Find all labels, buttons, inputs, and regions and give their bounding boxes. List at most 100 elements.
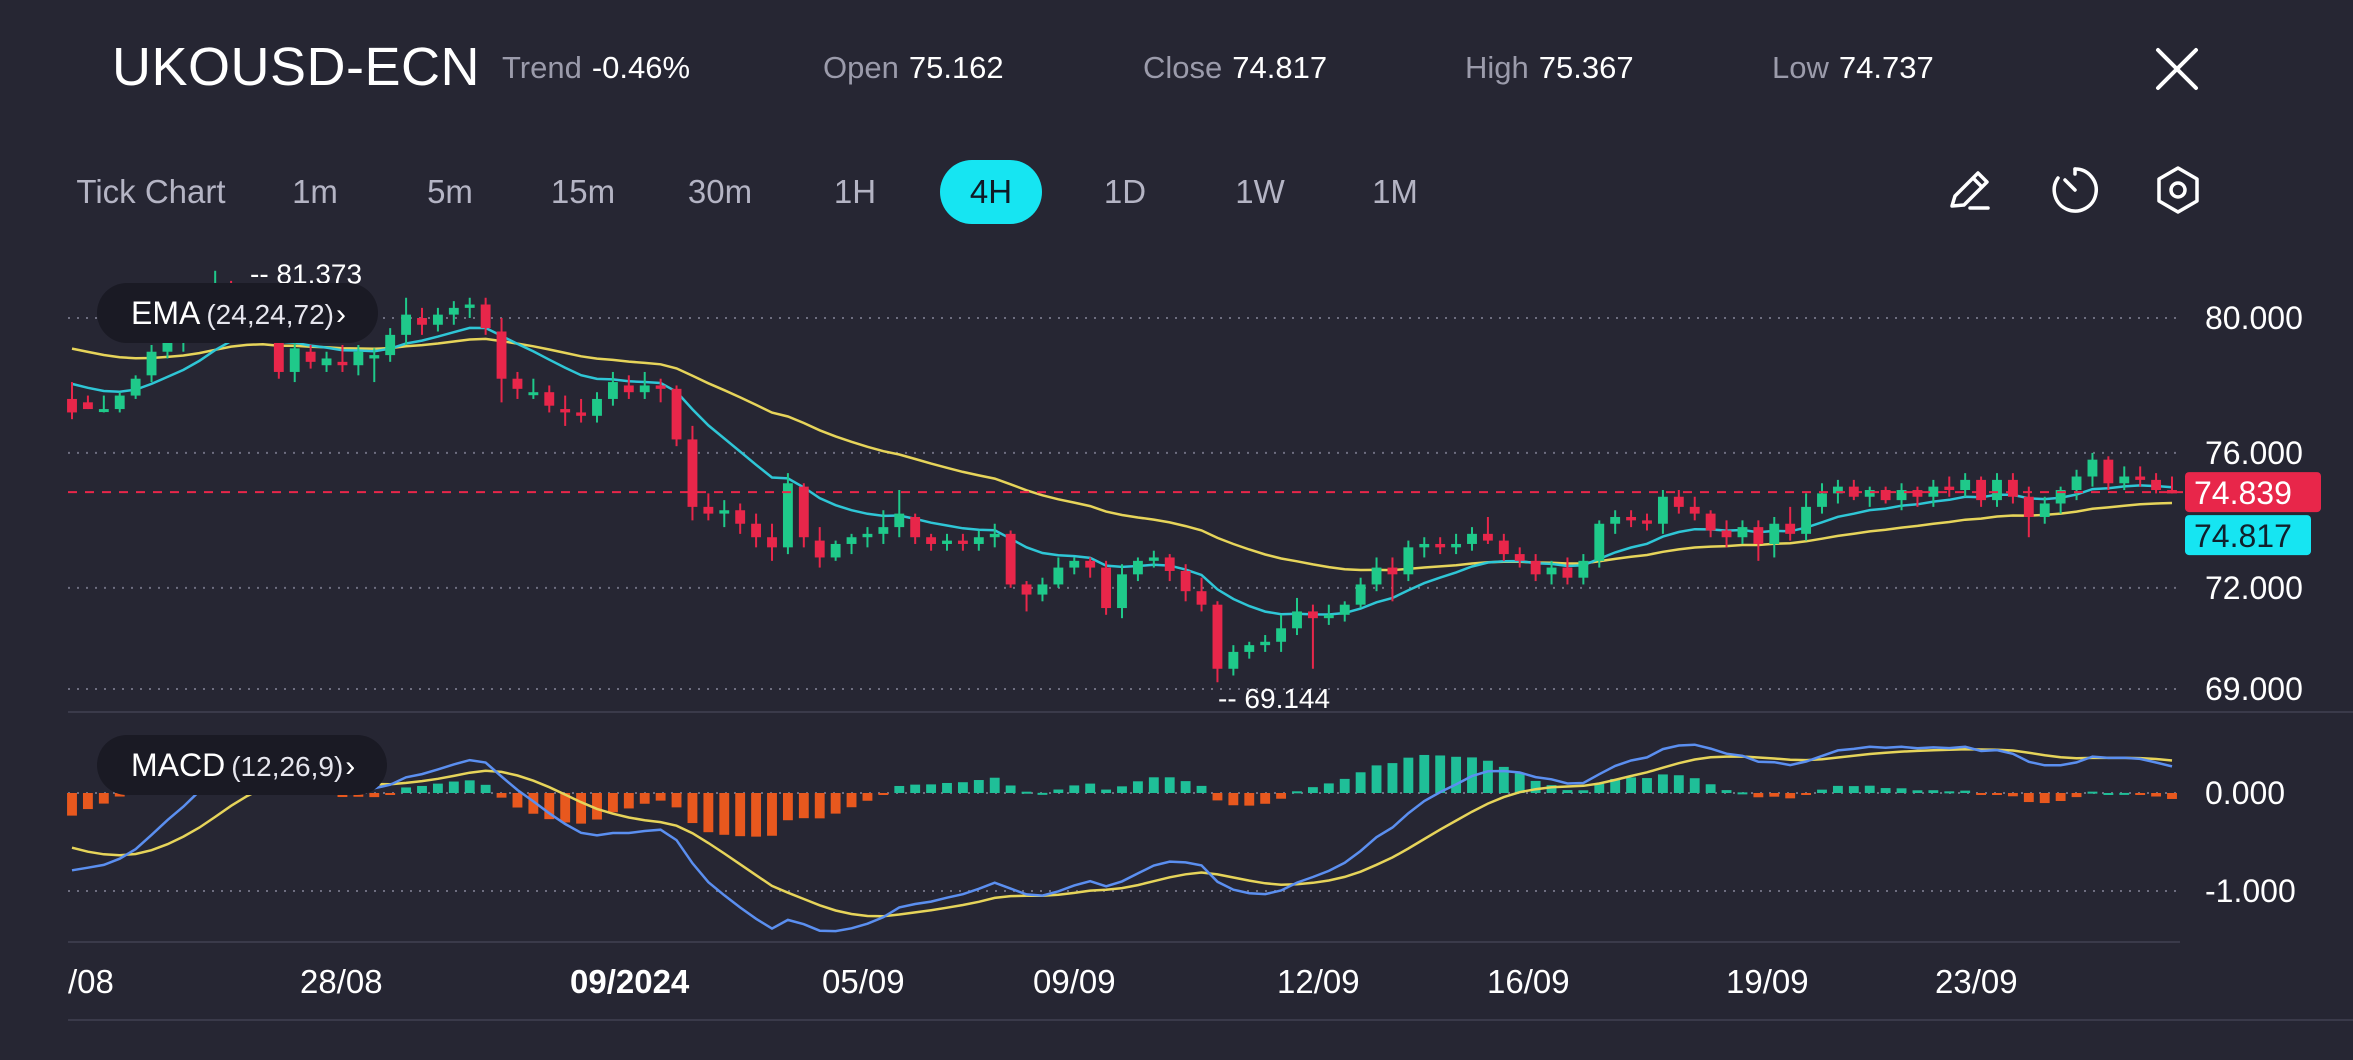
current-price-label: 74.839 [2194,475,2292,511]
candle [1037,584,1048,595]
macd-hist-bar [1276,793,1287,799]
axis-labels: 80.000 76.000 72.000 69.000 0.000 -1.000/08 28… [68,300,2303,1000]
candle [385,334,396,356]
tab-1h[interactable]: 1H [833,173,877,210]
candle [1435,543,1446,548]
macd-indicator-pill[interactable]: MACD (12,26,9)› [97,735,388,795]
symbol-title: UKOUSD-ECN [112,37,481,97]
close-stat: Close 74.817 [1143,50,1327,86]
tab-1m[interactable]: 1m [292,173,338,210]
price-tick-label: 69.000 [2205,671,2303,707]
trend-value: -0.46% [591,50,691,85]
macd-hist-bar [1737,792,1748,795]
candle [432,314,443,325]
candle [2055,490,2066,504]
x-tick-label: 16/09 [1487,963,1570,1000]
candle [910,516,921,538]
macd-hist-bar [1801,793,1812,795]
candle [1801,506,1812,534]
macd-hist-bar [114,793,125,797]
timer-button[interactable] [2045,160,2105,220]
candle [1021,584,1032,595]
macd-hist-bar [2007,793,2018,797]
tab-1mo[interactable]: 1M [1372,173,1418,210]
candle [480,304,491,329]
x-tick-label: 09/2024 [570,963,690,1000]
candle [1673,496,1684,507]
macd-hist-bar [1371,765,1382,793]
candle [798,486,809,538]
macd-hist-bar [1212,793,1223,801]
candle [655,385,666,389]
candle [337,361,348,366]
candle [1689,506,1700,514]
candle [1371,567,1382,585]
macd-hist-bar [544,793,555,820]
timeframe-bar: Tick Chart 1m 5m 15m 30m 1H 4H 1D 1W 1M [0,160,2353,224]
macd-hist-bar [1673,775,1684,793]
tab-5m[interactable]: 5m [427,173,473,210]
candle [592,398,602,416]
macd-hist-bar [417,785,427,793]
tab-30m[interactable]: 30m [687,173,753,210]
macd-tick-label: -1.000 [2205,873,2296,909]
x-tick-label: 05/09 [822,963,905,1000]
high-stat: High 75.367 [1465,50,1634,86]
x-tick-label: 28/08 [300,963,383,1000]
macd-hist-bar [480,784,491,793]
candle [82,402,93,410]
draw-tool-button[interactable] [1940,160,2000,220]
price-tick-label: 76.000 [2205,435,2303,471]
candle [98,409,109,413]
candle [1944,486,1955,491]
macd-hist-bar [894,785,905,793]
candle [1085,560,1096,568]
candle [846,537,857,544]
macd-hist-bar [2119,792,2130,795]
macd-hist-bar [1005,785,1016,793]
candle [2023,496,2034,517]
tab-1d[interactable]: 1D [1103,173,1147,210]
macd-hist-bar [528,793,539,814]
candle [862,533,873,538]
current-price-badge [2185,472,2321,513]
close-button[interactable] [2152,44,2202,94]
candle [1880,490,1891,501]
candle [401,314,412,335]
macd-hist-bar [448,781,459,793]
tab-1w[interactable]: 1W [1235,173,1285,210]
candle [1260,641,1271,646]
macd-hist-bar [1435,755,1446,793]
ema-indicator-pill[interactable]: EMA (24,24,72)› [97,283,378,343]
macd-hist-bar [862,793,873,801]
candle [512,378,523,389]
candle [1737,527,1748,538]
close-price-badge [2185,515,2311,556]
candle [1292,611,1302,629]
macd-hist-bar [1626,777,1637,793]
candle [1657,496,1668,524]
candle [623,385,634,393]
macd-hist-bar [1705,784,1716,793]
macd-signal-line [71,747,2173,918]
close-price-label: 74.817 [2194,518,2292,554]
x-tick-label: 12/09 [1277,963,1360,1000]
chart-grid [68,317,2353,1021]
settings-button[interactable] [2148,160,2208,220]
tab-tick-chart[interactable]: Tick Chart [76,173,226,210]
candle [353,351,364,366]
tab-15m[interactable]: 15m [550,173,616,210]
candle [1196,591,1207,605]
macd-hist-bar [2167,793,2177,799]
tab-4h[interactable]: 4H [940,160,1042,224]
macd-hist-bar [1228,793,1239,806]
candle [464,304,475,308]
macd-label: MACD [131,747,226,783]
macd-hist-bar [1610,778,1621,793]
macd-hist-bar [2087,791,2098,794]
candle [671,388,682,440]
timer-icon [2052,167,2098,213]
candle [417,318,427,325]
